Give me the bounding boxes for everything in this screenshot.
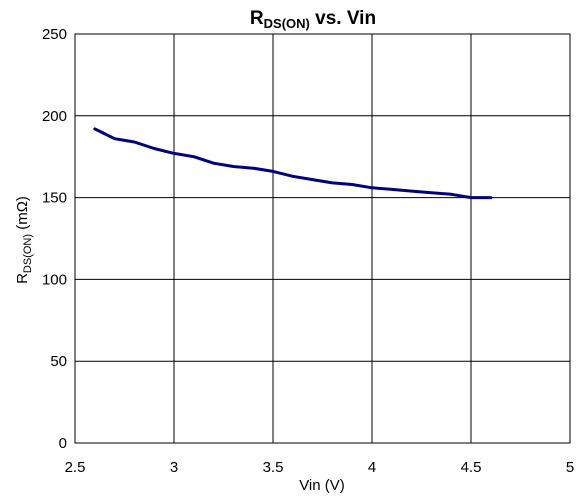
- y-tick-label: 100: [42, 271, 67, 288]
- x-tick-label: 5: [566, 459, 574, 476]
- y-tick-label: 250: [42, 26, 67, 43]
- y-tick-label: 0: [59, 435, 67, 452]
- chart-title: RDS(ON) vs. Vin: [250, 8, 376, 31]
- plot-area-border: [74, 33, 571, 444]
- chart-title-subscript: DS(ON): [264, 16, 310, 31]
- y-axis-label-main: R: [14, 273, 31, 284]
- chart-title-rest: vs. Vin: [310, 8, 376, 29]
- x-tick-label: 3.5: [263, 459, 284, 476]
- y-tick-label: 200: [42, 108, 67, 125]
- y-axis-label-subscript: DS(ON): [22, 234, 34, 273]
- data-series: [93, 127, 493, 200]
- chart-title-main: R: [250, 8, 264, 29]
- x-axis-label: Vin (V): [299, 477, 345, 494]
- y-tick-label: 50: [50, 353, 67, 370]
- series-line-0: [93, 127, 493, 200]
- y-tick-label: 150: [42, 190, 67, 207]
- x-tick-label: 3: [170, 459, 178, 476]
- grid-lines: [75, 34, 570, 443]
- y-axis-label: RDS(ON) (mΩ): [14, 196, 34, 284]
- x-tick-label: 2.5: [65, 459, 86, 476]
- x-tick-label: 4: [368, 459, 376, 476]
- y-axis-label-rest: (mΩ): [14, 196, 31, 234]
- x-tick-label: 4.5: [461, 459, 482, 476]
